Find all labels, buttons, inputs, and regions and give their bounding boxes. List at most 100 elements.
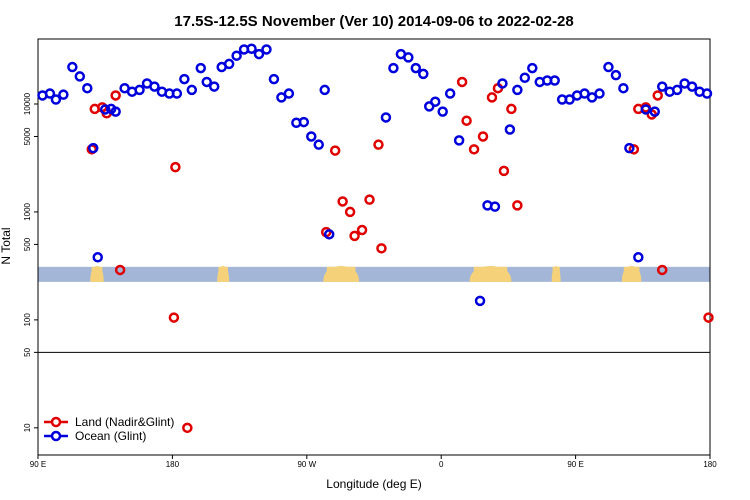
series-ocean — [37, 43, 713, 307]
data-point — [506, 103, 517, 115]
data-point — [92, 252, 103, 263]
data-point — [656, 81, 668, 92]
data-point — [656, 264, 668, 276]
x-axis-label: Longitude (deg E) — [326, 477, 421, 491]
data-point — [444, 88, 456, 99]
data-point — [594, 88, 605, 99]
plot-area: 10 50 100 500 1000 5000 10000 90 E 180 90 W 0 90 E 1… — [23, 38, 717, 469]
x-tick-label: 90 E — [30, 460, 46, 469]
data-point — [610, 69, 622, 81]
data-point — [110, 106, 121, 117]
data-point — [489, 201, 501, 212]
data-point — [223, 58, 235, 70]
data-point — [701, 88, 713, 99]
data-point — [437, 106, 448, 117]
data-point — [364, 194, 375, 205]
map-strip-ocean — [38, 266, 710, 282]
data-point — [186, 84, 198, 96]
data-point — [564, 94, 575, 105]
data-point — [703, 312, 714, 323]
data-point — [319, 84, 330, 96]
data-point — [418, 68, 429, 80]
data-point — [110, 90, 121, 101]
data-point — [313, 139, 324, 150]
data-point — [349, 230, 360, 242]
data-point — [477, 131, 489, 142]
x-tick-label: 90 W — [297, 460, 316, 469]
data-point — [686, 81, 698, 92]
data-point — [195, 62, 207, 74]
legend-label: Ocean (Glint) — [75, 429, 146, 443]
data-point — [246, 43, 257, 54]
data-point — [380, 112, 392, 123]
data-point — [456, 76, 468, 88]
map-strip-land — [473, 266, 508, 282]
data-point — [208, 81, 220, 92]
data-point — [44, 88, 56, 99]
data-point — [179, 73, 190, 85]
data-point — [306, 131, 317, 142]
data-point — [344, 206, 356, 218]
data-point — [231, 50, 242, 61]
data-point — [504, 124, 516, 135]
data-point — [67, 61, 78, 73]
data-point — [498, 165, 510, 177]
map-strip-land — [218, 266, 228, 282]
data-point — [134, 84, 145, 96]
data-point — [461, 115, 472, 126]
data-point — [298, 116, 310, 128]
data-point — [649, 106, 660, 117]
data-point — [88, 142, 99, 154]
data-point — [527, 62, 538, 74]
y-tick-label: 100 — [23, 313, 32, 327]
data-point — [376, 243, 387, 254]
data-point — [268, 73, 280, 85]
data-point — [58, 89, 69, 100]
data-point — [373, 139, 384, 150]
data-point — [474, 295, 486, 307]
x-tick-label: 0 — [439, 460, 444, 469]
data-point — [403, 52, 414, 63]
map-strip-land — [91, 266, 103, 282]
data-point — [171, 88, 183, 99]
data-point — [549, 75, 560, 86]
series-land — [86, 76, 714, 434]
data-point — [149, 81, 160, 92]
data-point — [671, 84, 683, 96]
data-point — [356, 224, 368, 236]
data-point — [512, 200, 523, 211]
data-point — [468, 144, 480, 155]
data-point — [640, 104, 652, 115]
data-point — [388, 62, 399, 74]
data-point — [253, 48, 265, 60]
legend-marker — [50, 416, 62, 428]
legend-marker — [50, 430, 62, 442]
y-tick-label: 1000 — [23, 202, 32, 220]
data-point — [453, 135, 465, 146]
y-tick-label: 500 — [23, 237, 32, 251]
data-point — [486, 92, 498, 103]
data-point — [82, 82, 93, 94]
data-point — [603, 61, 614, 73]
map-strip-land — [552, 266, 560, 282]
data-point — [410, 62, 422, 74]
chart-title: 17.5S-12.5S November (Ver 10) 2014-09-06… — [174, 13, 573, 30]
data-point — [168, 312, 180, 323]
data-point — [652, 90, 663, 101]
data-point — [628, 144, 640, 155]
map-strip-land — [326, 266, 356, 282]
data-point — [512, 84, 523, 96]
data-point — [323, 229, 335, 240]
data-point — [624, 142, 635, 154]
data-point — [429, 96, 441, 107]
data-point — [497, 78, 508, 89]
data-point — [99, 104, 111, 115]
data-point — [74, 71, 86, 82]
data-point — [283, 88, 295, 99]
data-point — [170, 161, 181, 173]
data-point — [329, 145, 341, 156]
data-point — [201, 76, 212, 88]
y-axis-label: N Total — [0, 227, 13, 264]
legend-label: Land (Nadir&Glint) — [75, 415, 174, 429]
